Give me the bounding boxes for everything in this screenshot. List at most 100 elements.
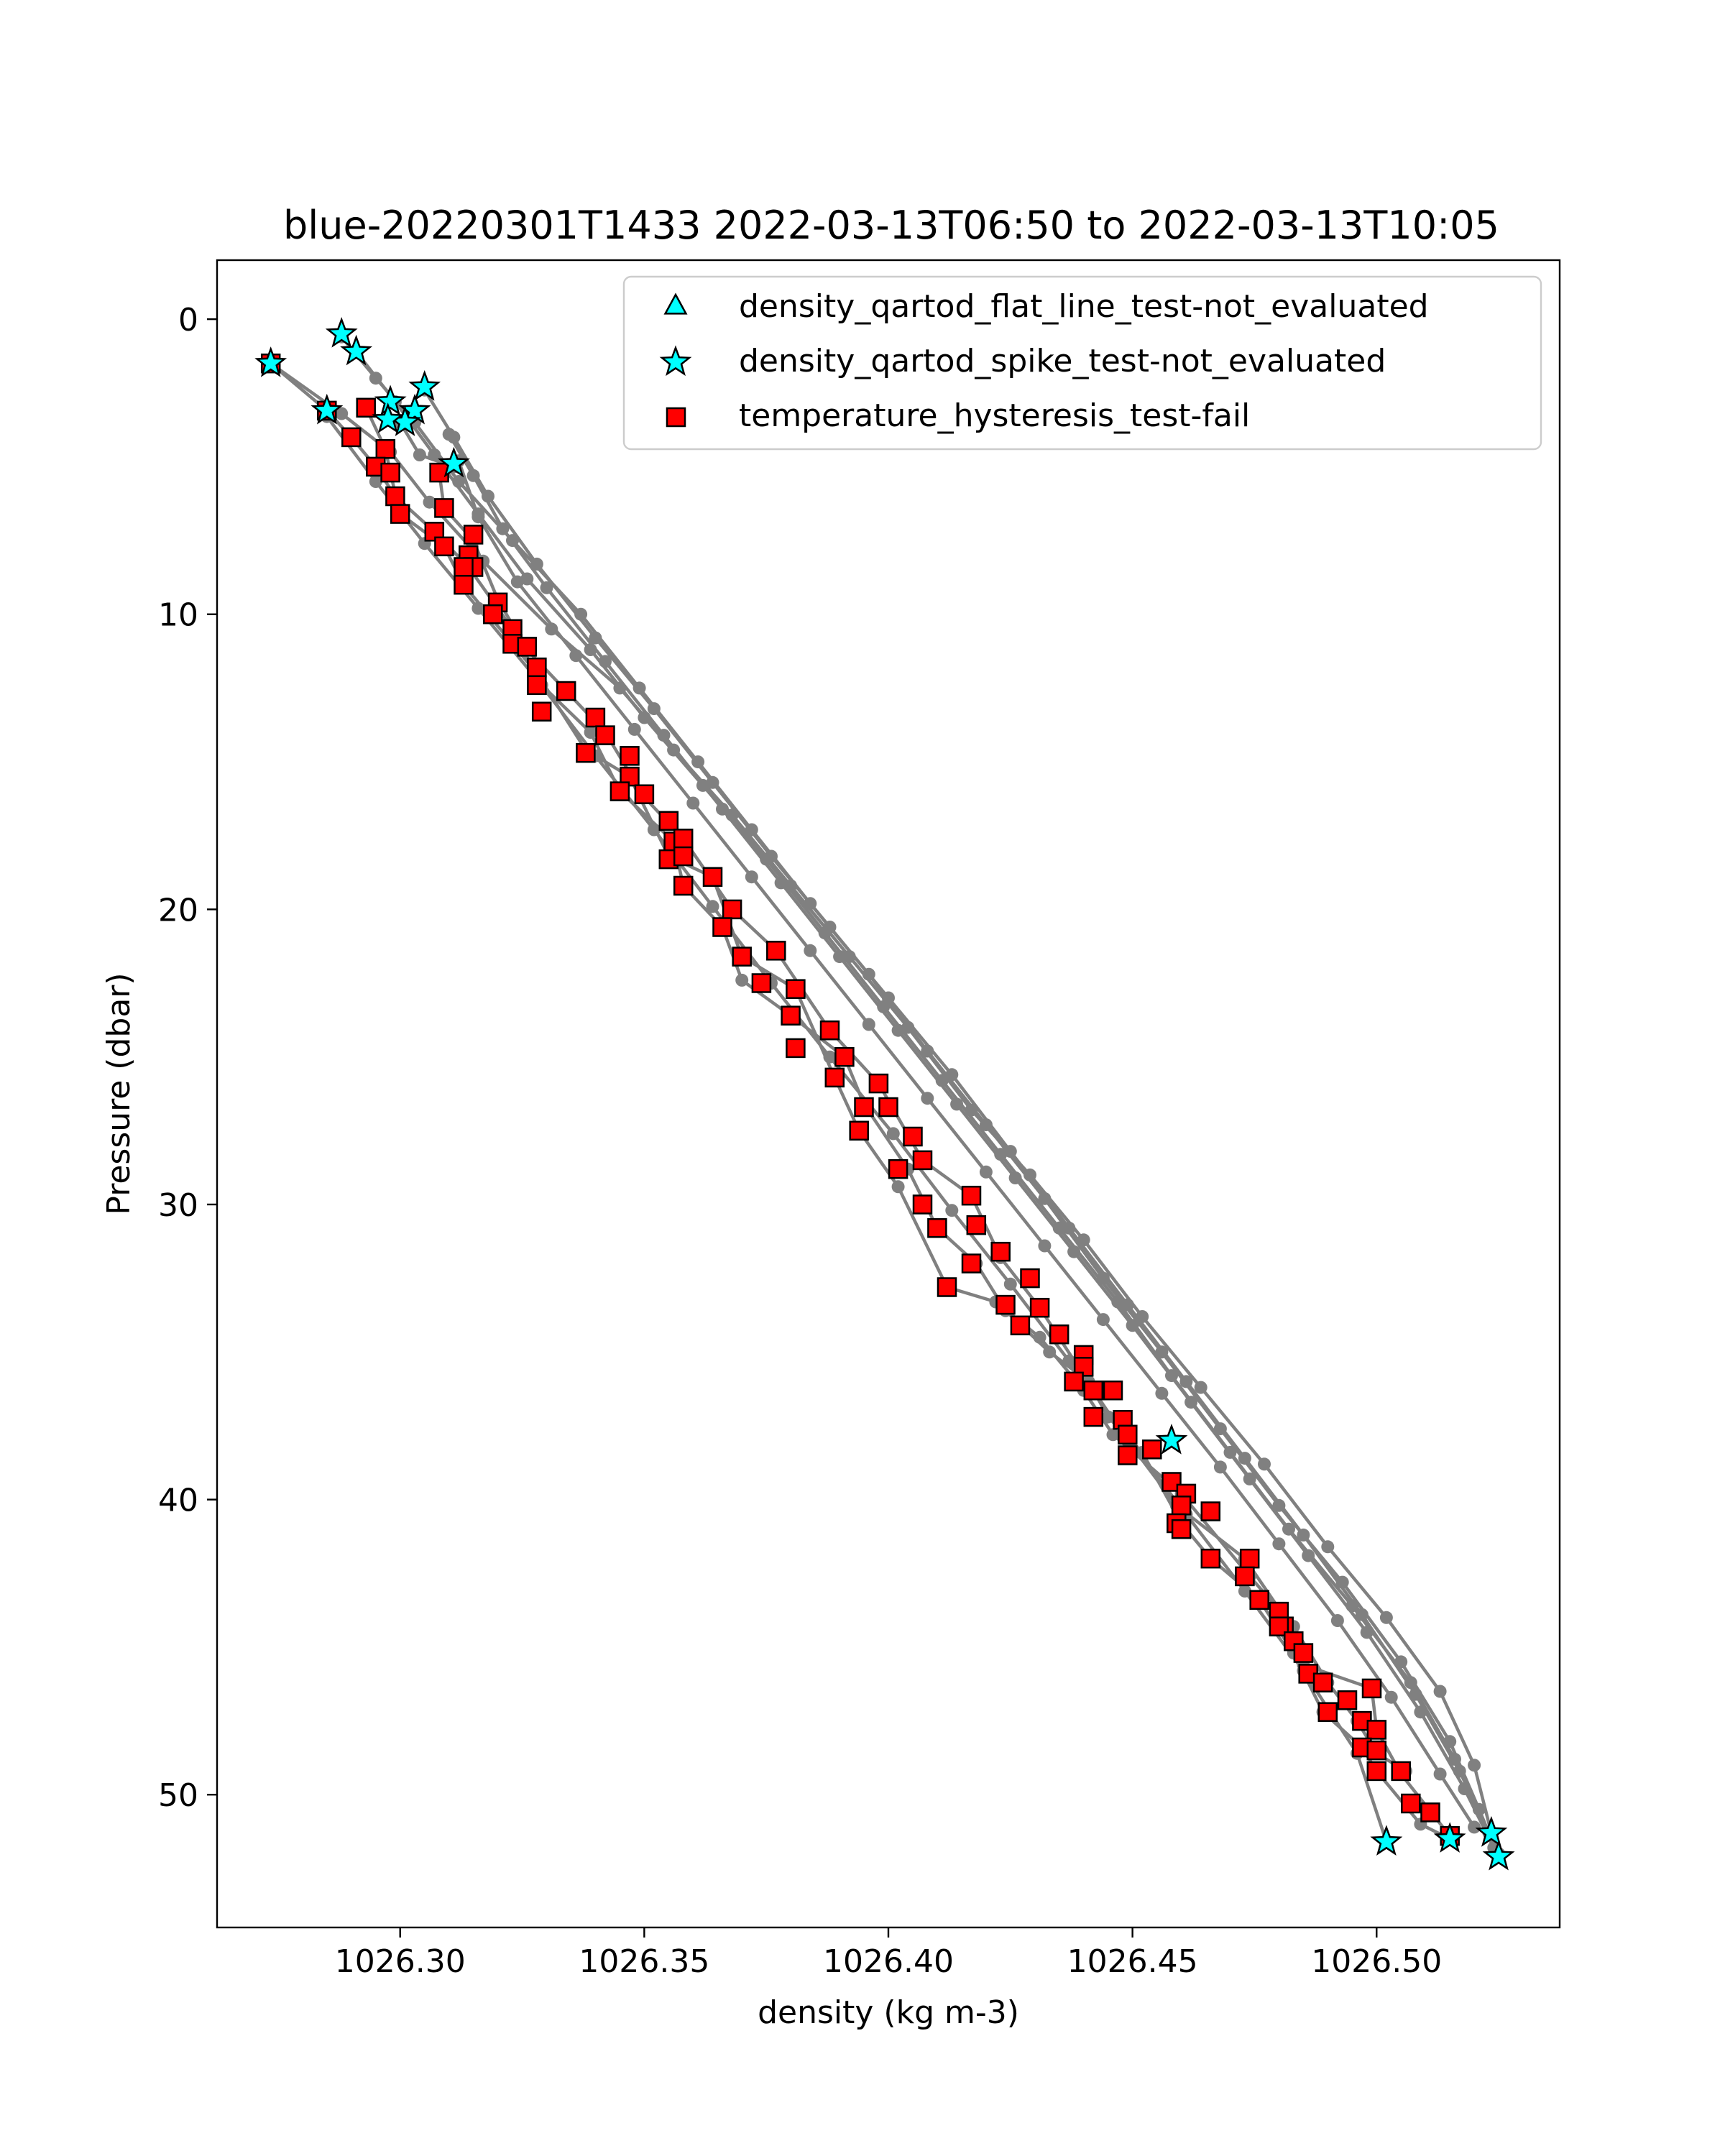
hysteresis-fail-marker bbox=[341, 427, 362, 448]
profile-point bbox=[706, 775, 719, 789]
spike-not-evaluated-marker bbox=[254, 346, 288, 377]
profile-point bbox=[1258, 1457, 1271, 1471]
legend-marker-flat-line-triangle bbox=[663, 292, 688, 315]
profile-point bbox=[1379, 1611, 1393, 1624]
hysteresis-fail-marker bbox=[673, 829, 694, 849]
hysteresis-fail-marker bbox=[702, 867, 723, 887]
hysteresis-fail-marker bbox=[903, 1126, 923, 1147]
profile-lines bbox=[264, 330, 1506, 1864]
profile-point bbox=[1238, 1452, 1251, 1465]
spike-not-evaluated-marker bbox=[398, 393, 431, 425]
profile-point bbox=[1038, 1239, 1052, 1253]
triangle-marker-icon bbox=[663, 292, 688, 315]
profile-point bbox=[716, 802, 729, 816]
profile-point bbox=[1033, 1330, 1046, 1344]
profile-point bbox=[1184, 1396, 1198, 1409]
hysteresis-fail-marker bbox=[1200, 1548, 1221, 1569]
profile-point bbox=[862, 1018, 875, 1031]
hysteresis-fail-marker bbox=[1235, 1566, 1255, 1587]
profile-point bbox=[804, 944, 817, 957]
profile-point bbox=[823, 1050, 837, 1064]
hysteresis-fail-marker bbox=[454, 557, 474, 577]
spike-not-evaluated-marker bbox=[1475, 1816, 1508, 1847]
hysteresis-fail-marker bbox=[722, 899, 742, 920]
hysteresis-fail-marker bbox=[995, 1294, 1016, 1315]
hysteresis-fail-marker bbox=[517, 637, 538, 657]
hysteresis-fail-marker bbox=[356, 397, 376, 418]
hysteresis-fail-marker bbox=[634, 784, 655, 804]
spike-not-evaluated-marker bbox=[408, 370, 441, 401]
legend-label-flat-line: density_qartod_flat_line_test-not_evalua… bbox=[739, 288, 1429, 325]
hysteresis-fail-marker bbox=[610, 781, 630, 801]
hysteresis-fail-marker bbox=[1083, 1380, 1104, 1401]
profile-point bbox=[472, 602, 485, 615]
profile-point bbox=[745, 870, 758, 884]
x-tick-label: 1026.30 bbox=[335, 1943, 466, 1980]
profile-point bbox=[647, 702, 661, 716]
hysteresis-fail-marker bbox=[1200, 1501, 1221, 1521]
profile-point bbox=[657, 729, 671, 742]
hysteresis-fail-marker bbox=[961, 1185, 982, 1206]
legend-label-spike: density_qartod_spike_test-not_evaluated bbox=[739, 343, 1386, 379]
hysteresis-fail-marker bbox=[531, 701, 552, 722]
profile-point bbox=[1003, 1145, 1017, 1158]
profile-point bbox=[686, 796, 700, 810]
hysteresis-fail-marker bbox=[1118, 1445, 1138, 1465]
spike-not-evaluated-marker bbox=[325, 317, 358, 348]
profile-point bbox=[335, 407, 349, 420]
profile-point bbox=[510, 575, 524, 589]
hysteresis-fail-marker bbox=[620, 746, 640, 766]
profile-point bbox=[882, 991, 895, 1005]
hysteresis-fail-marker bbox=[751, 973, 772, 993]
square-marker-icon bbox=[666, 407, 686, 428]
flag-markers bbox=[254, 317, 1515, 1871]
profile-point bbox=[466, 469, 480, 482]
profile-point bbox=[647, 823, 661, 837]
profile-point bbox=[886, 1127, 900, 1141]
hysteresis-fail-marker bbox=[1401, 1793, 1421, 1814]
hysteresis-fail-marker bbox=[483, 604, 503, 625]
hysteresis-fail-marker bbox=[463, 525, 484, 545]
profile-point bbox=[1468, 1820, 1481, 1834]
hysteresis-fail-marker bbox=[868, 1073, 889, 1094]
hysteresis-fail-marker bbox=[429, 462, 449, 483]
profile-point bbox=[584, 726, 597, 739]
hysteresis-fail-marker bbox=[1337, 1690, 1358, 1710]
profile-point bbox=[1458, 1782, 1471, 1795]
spike-not-evaluated-marker bbox=[374, 384, 407, 416]
spike-not-evaluated-marker bbox=[1370, 1825, 1403, 1856]
hysteresis-fail-marker bbox=[912, 1194, 933, 1215]
profile-point bbox=[1003, 1277, 1017, 1291]
y-tick-label: 0 bbox=[178, 302, 198, 338]
hysteresis-fail-marker bbox=[990, 1241, 1011, 1262]
profile-point bbox=[569, 649, 583, 663]
hysteresis-fail-marker bbox=[385, 486, 405, 507]
spike-not-evaluated-marker bbox=[1155, 1423, 1188, 1455]
hysteresis-fail-marker bbox=[434, 498, 454, 518]
profile-point bbox=[496, 522, 510, 535]
x-axis-ticks: 1026.30 1026.35 1026.40 1026.45 1026.50 bbox=[335, 1927, 1442, 1980]
x-tick-label: 1026.40 bbox=[823, 1943, 954, 1980]
hysteresis-fail-marker bbox=[1029, 1297, 1050, 1318]
profile-point bbox=[735, 973, 749, 987]
profile-point bbox=[1126, 1319, 1139, 1332]
profile-point bbox=[706, 900, 719, 913]
profile-point bbox=[1414, 1705, 1427, 1719]
hysteresis-fail-marker bbox=[1103, 1380, 1123, 1401]
legend-label-hysteresis: temperature_hysteresis_test-fail bbox=[739, 397, 1250, 434]
hysteresis-fail-marker bbox=[1391, 1761, 1411, 1782]
profile-point bbox=[1302, 1549, 1315, 1562]
profile-point bbox=[891, 1180, 905, 1194]
profile-point bbox=[540, 581, 553, 594]
profile-point bbox=[1433, 1767, 1447, 1781]
profile-point bbox=[1062, 1354, 1076, 1368]
hysteresis-fail-marker bbox=[781, 1005, 801, 1026]
y-tick-label: 20 bbox=[158, 892, 198, 929]
hysteresis-fail-marker bbox=[673, 846, 694, 867]
hysteresis-fail-marker bbox=[824, 1067, 845, 1088]
profile-point bbox=[1384, 1690, 1398, 1704]
hysteresis-fail-marker bbox=[1366, 1740, 1387, 1761]
hysteresis-fail-marker bbox=[1010, 1315, 1031, 1336]
hysteresis-fail-marker bbox=[673, 875, 694, 896]
profile-point bbox=[921, 1092, 934, 1105]
